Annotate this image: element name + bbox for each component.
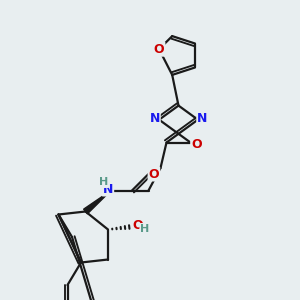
Text: N: N	[197, 112, 208, 125]
Text: O: O	[154, 43, 164, 56]
Text: N: N	[103, 182, 113, 196]
Text: O: O	[148, 167, 159, 181]
Text: N: N	[149, 112, 160, 125]
Text: H: H	[140, 224, 149, 234]
Polygon shape	[84, 190, 111, 214]
Text: O: O	[133, 218, 143, 232]
Text: O: O	[191, 137, 202, 151]
Text: H: H	[99, 177, 108, 187]
